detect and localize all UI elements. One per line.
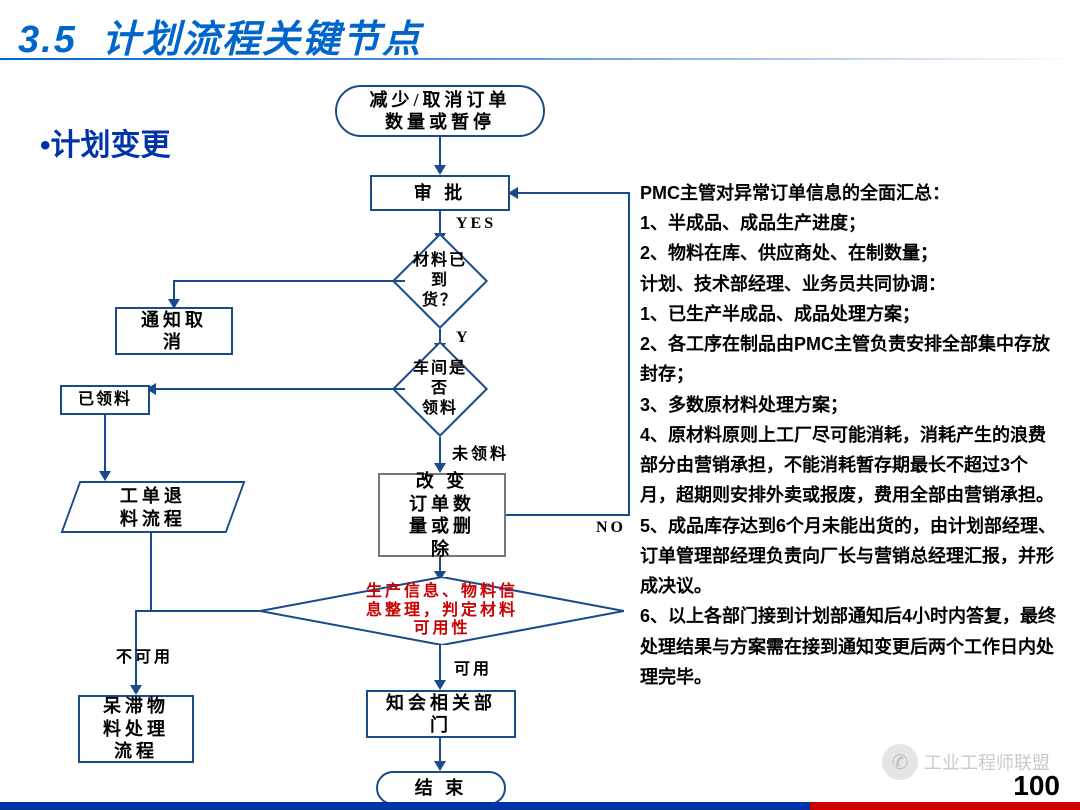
section-number: 3.5 [18,19,77,61]
edge [510,192,630,194]
title-underline [0,58,1080,60]
edge [150,610,260,612]
notes-item: 2、各工序在制品由PMC主管负责安排全部集中存放封存； [640,329,1060,389]
node-cancel-label: 通知取 消 [141,309,207,354]
wechat-icon: ✆ [882,744,918,780]
bottom-bar [0,802,1080,810]
edge [173,280,235,282]
node-picked-label: 车间是否 领料 [408,359,472,419]
title-text: 计划流程关键节点 [102,19,422,61]
edge-label-unpicked: 未领料 [452,440,509,464]
edge [150,533,152,610]
notes-heading2: 计划、技术部经理、业务员共同协调： [640,269,1060,299]
edge-label-no: NO [596,519,626,537]
node-notify-label: 知会相关部 门 [386,692,496,737]
node-picked: 车间是否 领料 [392,341,488,437]
notes-item: 5、成品库存达到6个月未能出货的，由计划部经理、订单管理部经理负责向厂长与营销总… [640,511,1060,602]
edge [439,211,441,235]
node-end-label: 结 束 [415,777,468,800]
edge [506,514,630,516]
node-change-label: 改 变 订单数 量或删 除 [409,470,475,560]
node-arrived: 材料已到 货？ [392,233,488,329]
notes-item: 1、半成品、成品生产进度； [640,208,1060,238]
node-picked-label-box: 已领料 [60,385,150,415]
notes-item: 4、原材料原则上工厂尽可能消耗，消耗产生的浪费部分由营销承担，不能消耗暂存期最长… [640,420,1060,511]
arrow-head-icon [130,685,142,695]
arrow-head-icon [434,761,446,771]
notes-item: 6、以上各部门接到计划部通知后4小时内答复，最终处理结果与方案需在接到通知变更后… [640,601,1060,692]
notes-panel: PMC主管对异常订单信息的全面汇总： 1、半成品、成品生产进度； 2、物料在库、… [640,178,1060,692]
edge [235,280,405,282]
edge-label-y: Y [456,329,471,347]
edge-label-usable: 可用 [454,655,492,679]
arrow-head-icon [434,165,446,175]
edge [152,388,405,390]
arrow-head-icon [99,471,111,481]
edge [104,415,106,473]
page-number: 100 [1013,770,1060,802]
node-stagnant: 呆滞物 料处理 流程 [78,695,194,763]
node-end: 结 束 [376,771,506,805]
node-cancel: 通知取 消 [115,307,233,355]
edge-label-yes: YES [456,215,496,233]
node-change: 改 变 订单数 量或删 除 [378,473,506,557]
notes-item: 3、多数原材料处理方案； [640,390,1060,420]
notes-item: 1、已生产半成品、成品处理方案； [640,299,1060,329]
node-judge-label: 生产信息、物料信 息整理，判定材料 可用性 [366,583,518,638]
edge [439,137,441,167]
arrow-head-icon [434,680,446,690]
flowchart-area: 减少/取消订单 数量或暂停 审 批 YES 材料已到 货？ Y 通知取 消 车间… [60,85,640,805]
node-wo-return-label: 工单退 料流程 [120,485,186,530]
node-start-label: 减少/取消订单 数量或暂停 [369,89,510,134]
node-judge: 生产信息、物料信 息整理，判定材料 可用性 [260,577,624,645]
node-arrived-label: 材料已到 货？ [408,251,472,311]
edge-label-unusable: 不可用 [116,643,173,667]
edge [439,437,441,465]
edge [628,192,630,516]
node-start: 减少/取消订单 数量或暂停 [335,85,545,137]
edge [439,645,441,683]
arrow-head-icon [508,187,518,199]
node-approve-label: 审 批 [414,182,467,205]
node-stagnant-label: 呆滞物 料处理 流程 [103,695,169,763]
notes-heading1: PMC主管对异常订单信息的全面汇总： [640,178,1060,208]
node-wo-return: 工单退 料流程 [61,481,246,533]
slide-title: 3.5 计划流程关键节点 [18,8,422,63]
node-approve: 审 批 [370,175,510,211]
node-picked-lbl-text: 已领料 [78,390,132,410]
notes-item: 2、物料在库、供应商处、在制数量； [640,238,1060,268]
node-notify: 知会相关部 门 [366,690,516,738]
